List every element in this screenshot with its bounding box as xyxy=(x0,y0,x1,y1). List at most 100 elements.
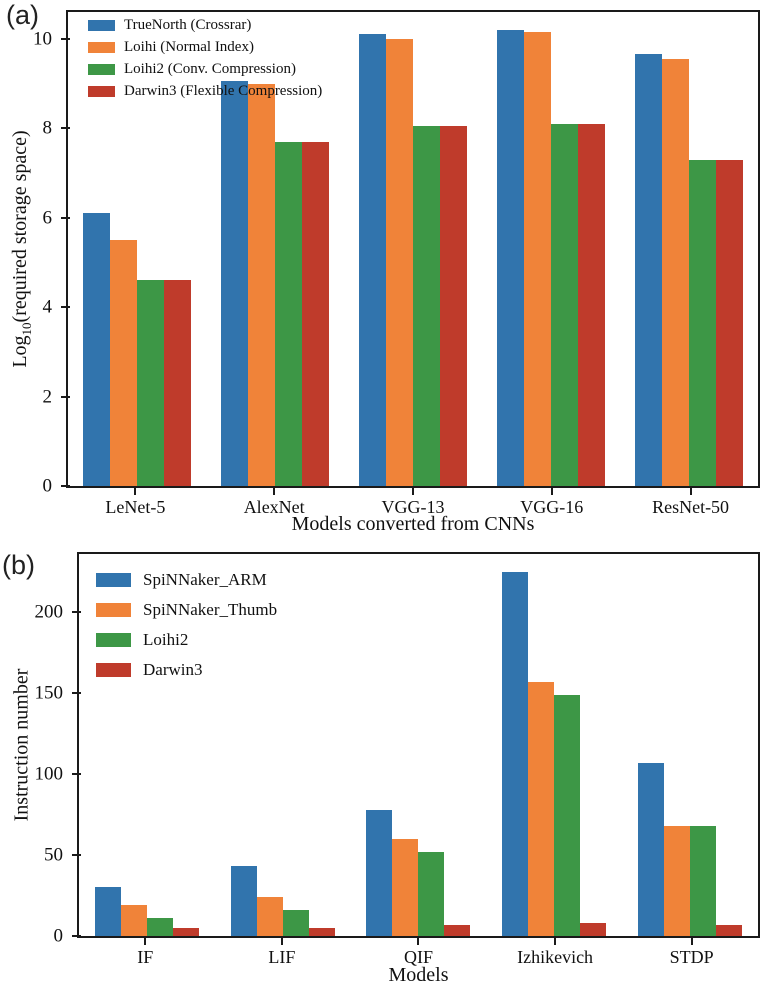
y-tick-mark xyxy=(61,37,70,40)
y-tick-mark xyxy=(61,216,70,219)
legend-item: TrueNorth (Crossrar) xyxy=(88,17,322,34)
bar xyxy=(689,159,716,486)
legend-label: TrueNorth (Crossrar) xyxy=(124,17,252,33)
bar xyxy=(94,887,121,936)
legend-item: SpiNNaker_Thumb xyxy=(96,600,277,620)
y-tick-label: 100 xyxy=(34,763,64,785)
y-tick-mark xyxy=(72,854,81,857)
bar xyxy=(528,681,555,936)
bar xyxy=(392,838,419,936)
legend-swatch-icon xyxy=(96,633,131,647)
legend-label: Loihi (Normal Index) xyxy=(124,39,254,55)
y-tick-label: 4 xyxy=(42,296,53,318)
x-tick: ResNet-50 xyxy=(637,488,745,518)
y-tick-label: 150 xyxy=(34,682,64,704)
x-tick-mark xyxy=(690,938,693,945)
panel-b-x-axis-ticks: IF LIF QIF Izhikevich STDP xyxy=(77,938,760,968)
x-tick-label: VGG-16 xyxy=(520,497,584,517)
bar xyxy=(386,38,413,486)
bar-group xyxy=(635,12,743,486)
legend-swatch-icon xyxy=(88,42,115,53)
legend-label: SpiNNaker_Thumb xyxy=(143,600,278,619)
x-tick-label: LIF xyxy=(268,947,296,967)
bar-group xyxy=(359,12,467,486)
y-tick-label: 50 xyxy=(44,844,63,866)
legend-swatch-icon xyxy=(96,663,131,677)
x-tick: LIF xyxy=(230,938,334,968)
bar-group xyxy=(502,554,607,936)
y-tick-label: 0 xyxy=(53,925,64,947)
bar-group xyxy=(638,554,743,936)
x-tick-mark xyxy=(554,938,557,945)
x-tick: STDP xyxy=(640,938,744,968)
bar xyxy=(440,126,467,486)
bar xyxy=(110,240,137,486)
panel-a-x-axis-title: Models converted from CNNs xyxy=(291,513,535,535)
bar-group xyxy=(83,12,191,486)
x-tick: VGG-16 xyxy=(498,488,606,518)
legend-swatch-icon xyxy=(96,573,131,587)
panel-a-legend: TrueNorth (Crossrar) Loihi (Normal Index)… xyxy=(88,17,322,100)
bar xyxy=(302,141,329,486)
y-tick-mark xyxy=(72,773,81,776)
bar xyxy=(418,851,445,936)
bar xyxy=(256,897,283,936)
bar xyxy=(578,123,605,486)
x-tick-label: LeNet-5 xyxy=(105,497,166,517)
legend-item: Loihi2 xyxy=(96,630,277,650)
x-tick-mark xyxy=(689,488,692,495)
y-tick-mark xyxy=(72,935,81,937)
bar xyxy=(413,126,440,486)
bar xyxy=(664,825,691,936)
x-tick: Izhikevich xyxy=(503,938,607,968)
x-tick: LeNet-5 xyxy=(81,488,189,518)
y-tick-label: 10 xyxy=(33,28,52,50)
x-tick: IF xyxy=(93,938,197,968)
bar xyxy=(662,58,689,486)
bar xyxy=(716,159,743,486)
y-tick-label: 8 xyxy=(42,117,53,139)
legend-swatch-icon xyxy=(88,20,115,31)
bar xyxy=(248,83,275,486)
bar xyxy=(690,825,717,936)
x-tick-mark xyxy=(550,488,553,495)
x-tick-label: ResNet-50 xyxy=(652,497,730,517)
x-tick-mark xyxy=(273,488,276,495)
y-tick-mark xyxy=(61,395,70,398)
panel-a-plot-area: 0 2 4 6 8 10 TrueNorth (Crossrar) Loihi (Norma… xyxy=(33,10,760,496)
legend-swatch-icon xyxy=(88,86,115,97)
x-tick-label: VGG-13 xyxy=(381,497,445,517)
y-tick-mark xyxy=(61,306,70,309)
x-tick-label: IF xyxy=(137,947,154,967)
panel-a-x-axis-ticks: LeNet-5 AlexNet VGG-13 VGG-16 ResNet-50 xyxy=(66,488,760,518)
bar xyxy=(146,918,173,936)
bar xyxy=(580,923,607,936)
y-tick-label: 2 xyxy=(42,386,53,408)
x-tick: QIF xyxy=(366,938,470,968)
bar xyxy=(359,34,386,486)
bar xyxy=(551,123,578,486)
legend-label: Loihi2 (Conv. Compression) xyxy=(124,61,296,77)
panel-a-tag: (a) xyxy=(6,0,39,30)
legend-label: SpiNNaker_ARM xyxy=(143,570,267,589)
bar xyxy=(172,927,199,936)
bar xyxy=(497,29,524,486)
panel-b-x-axis-title: Models xyxy=(388,964,449,986)
x-tick-mark xyxy=(411,488,414,495)
y-tick-label: 0 xyxy=(42,475,53,497)
x-tick-mark xyxy=(144,938,147,945)
x-tick-mark xyxy=(417,938,420,945)
panel-b-legend: SpiNNaker_ARM SpiNNaker_Thumb Loihi2 Darwin… xyxy=(96,570,277,680)
legend-item: Loihi (Normal Index) xyxy=(88,39,322,56)
panel-b-tag: (b) xyxy=(2,550,35,580)
x-tick-label: Izhikevich xyxy=(517,947,594,967)
bar xyxy=(502,571,529,936)
legend-swatch-icon xyxy=(96,603,131,617)
legend-swatch-icon xyxy=(88,64,115,75)
x-tick-mark xyxy=(280,938,283,945)
legend-item: Darwin3 xyxy=(96,660,277,680)
bar xyxy=(230,866,257,936)
y-tick-mark xyxy=(61,127,70,130)
bar-group xyxy=(497,12,605,486)
legend-item: SpiNNaker_ARM xyxy=(96,570,277,590)
